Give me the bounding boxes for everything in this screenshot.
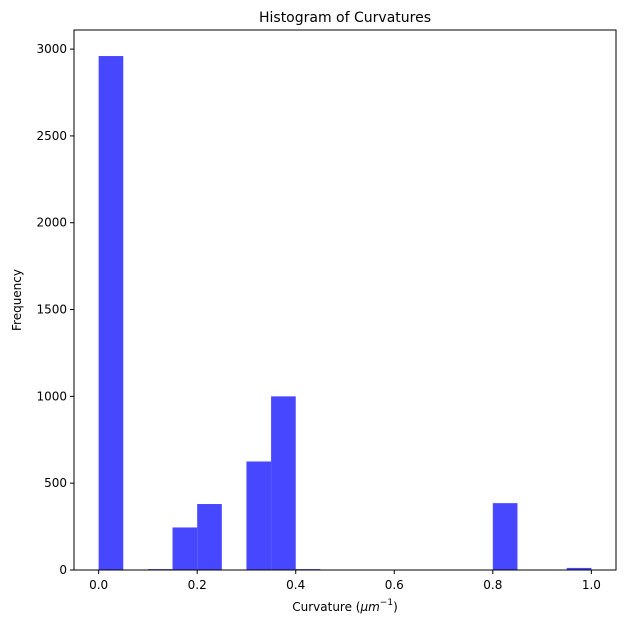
histogram-bar-4 — [246, 461, 272, 570]
x-tick-label-2: 0.4 — [286, 578, 305, 592]
histogram-bar-0 — [98, 56, 124, 570]
bars-group — [98, 56, 592, 570]
y-axis-label: Frequency — [10, 269, 24, 331]
x-tick-label-1: 0.2 — [188, 578, 207, 592]
x-axis-label: Curvature (μm−1) — [292, 598, 398, 614]
x-tick-label-0: 0.0 — [89, 578, 108, 592]
histogram-bar-7 — [492, 503, 518, 570]
y-tick-label-0: 0 — [59, 563, 67, 577]
x-axis-ticks: 0.0 0.2 0.4 0.6 0.8 1.0 — [89, 570, 601, 592]
histogram-bar-3 — [197, 504, 222, 570]
x-tick-label-4: 0.8 — [483, 578, 502, 592]
x-tick-label-3: 0.6 — [385, 578, 404, 592]
y-axis-ticks: 0 500 1000 1500 2000 2500 3000 — [36, 42, 74, 577]
histogram-bar-8 — [566, 567, 592, 570]
y-tick-label-2: 1000 — [36, 389, 67, 403]
y-tick-label-6: 3000 — [36, 42, 67, 56]
histogram-bar-2 — [172, 527, 198, 570]
x-axis-label-close: ) — [393, 600, 398, 614]
histogram-bar-5 — [271, 396, 296, 570]
x-tick-label-5: 1.0 — [582, 578, 601, 592]
x-axis-label-unit: μm — [359, 600, 379, 614]
y-tick-label-3: 1500 — [36, 303, 67, 317]
x-axis-label-main: Curvature ( — [292, 600, 360, 614]
y-tick-label-1: 500 — [44, 476, 67, 490]
y-tick-label-5: 2500 — [36, 129, 67, 143]
y-tick-label-4: 2000 — [36, 216, 67, 230]
chart-title: Histogram of Curvatures — [259, 10, 431, 26]
x-axis-label-exponent: −1 — [380, 598, 393, 608]
plot-frame — [73, 29, 617, 571]
